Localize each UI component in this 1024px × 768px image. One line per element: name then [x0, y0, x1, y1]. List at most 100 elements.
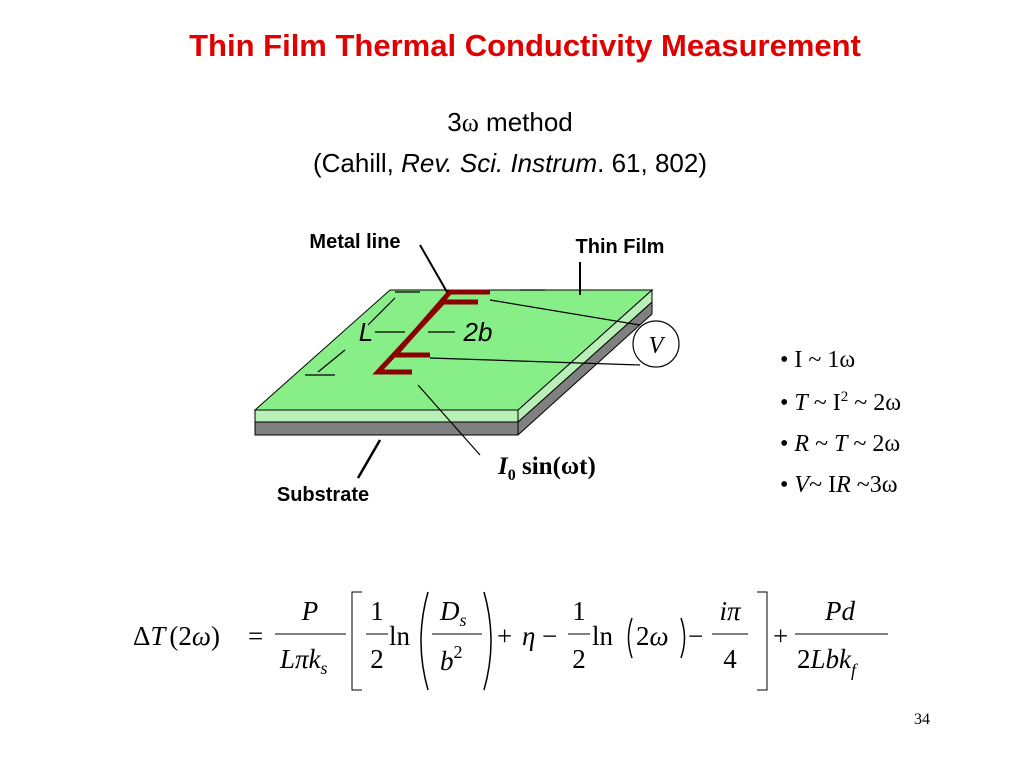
- eq-den: Lπks: [279, 644, 328, 678]
- text: s: [460, 610, 467, 630]
- bracket: [351, 591, 362, 691]
- wire: [489, 299, 641, 326]
- text: ω: [882, 472, 898, 498]
- paren: [680, 617, 686, 659]
- eq-den: 2: [572, 644, 586, 674]
- eq-arg: 2ω: [636, 621, 669, 651]
- width-label: 2b: [463, 317, 493, 347]
- paren: [627, 617, 633, 659]
- text: (Cahill,: [313, 148, 401, 178]
- paren: [483, 591, 492, 691]
- subtitle-line1: 3ω method: [447, 107, 573, 137]
- equation: ΔT (2ω) = P Lπks 1 2 ln Ds b2 + η − 1 2 l…: [133, 591, 888, 691]
- text: (2: [169, 621, 192, 651]
- dim: [367, 297, 396, 326]
- text: ~ 2: [847, 431, 884, 457]
- text: T: [834, 431, 849, 457]
- text: ω: [561, 453, 579, 480]
- eq-op: +: [773, 621, 788, 651]
- text: . 61, 802): [597, 148, 707, 178]
- paren: [420, 591, 429, 691]
- text: T: [794, 390, 809, 416]
- text: ~ I: [809, 472, 836, 498]
- bullet-item: • T ~ I2 ~ 2ω: [780, 389, 901, 416]
- eq-den: b2: [440, 642, 463, 676]
- bullet: •: [780, 347, 788, 373]
- eq-den: 4: [723, 644, 737, 674]
- text: t): [579, 453, 596, 480]
- bullet-list: • I ~ 1ω • T ~ I2 ~ 2ω • R ~ T ~ 2ω • V~ IR …: [780, 347, 901, 498]
- wires: [305, 244, 641, 479]
- eq-eta: η: [522, 621, 535, 651]
- text: 0: [508, 467, 516, 484]
- text: ω: [885, 390, 901, 416]
- page-number: 34: [914, 711, 930, 728]
- text: f: [851, 660, 859, 680]
- dim: [317, 349, 346, 373]
- text: 2: [636, 621, 650, 651]
- eq-ln: ln: [389, 621, 411, 651]
- thin-film-label: Thin Film: [576, 236, 665, 258]
- title: Thin Film Thermal Conductivity Measureme…: [189, 28, 861, 63]
- text: s: [321, 658, 328, 678]
- metal-line: [372, 289, 490, 375]
- text: I: [497, 453, 509, 480]
- text: ~ I: [808, 390, 841, 416]
- eq-num: P: [301, 596, 319, 626]
- eq-num: Pd: [824, 596, 855, 626]
- text: ~3: [851, 472, 882, 498]
- bullet-item: • R ~ T ~ 2ω: [780, 431, 900, 457]
- text: Rev. Sci. Instrum: [401, 148, 597, 178]
- substrate-label: Substrate: [277, 484, 369, 506]
- metal-segment: [372, 299, 478, 375]
- wire: [429, 357, 641, 366]
- thin-film: [253, 289, 654, 411]
- eq-op: −: [688, 621, 703, 651]
- text: sin(: [516, 453, 561, 480]
- text: ω: [839, 347, 855, 373]
- length-label: L: [359, 317, 373, 347]
- bullet-item: • V~ IR ~3ω: [780, 472, 898, 498]
- subtitle-line2: (Cahill, Rev. Sci. Instrum. 61, 802): [313, 148, 707, 178]
- eq-num: 1: [572, 596, 586, 626]
- text: ω: [884, 431, 900, 457]
- text: ~ 2: [848, 390, 885, 416]
- text: ω: [650, 621, 669, 651]
- pointer: [356, 439, 382, 479]
- eq-num: 1: [370, 596, 384, 626]
- eq-den: 2: [370, 644, 384, 674]
- text: ω: [192, 621, 211, 651]
- bullet-item: • I ~ 1ω: [780, 347, 855, 373]
- eq-ln: ln: [592, 621, 614, 651]
- bullet: •: [780, 390, 788, 416]
- voltmeter-label: V: [649, 333, 666, 359]
- text: 2: [454, 642, 463, 662]
- text: 2: [841, 389, 849, 405]
- current-label: I0 sin(ωt): [497, 453, 596, 484]
- text: method: [479, 107, 573, 137]
- text: V: [794, 472, 811, 498]
- text: Lπk: [279, 644, 322, 674]
- bullet: •: [780, 431, 788, 457]
- text: Lbk: [810, 644, 853, 674]
- text: ): [211, 621, 220, 651]
- text: Δ: [133, 621, 150, 651]
- text: R: [835, 472, 851, 498]
- voltmeter: [632, 320, 680, 368]
- eq-op: −: [542, 621, 557, 651]
- eq-lines: [275, 591, 888, 691]
- eq-equals: =: [248, 621, 263, 651]
- bracket: [757, 591, 768, 691]
- text: 3: [447, 107, 461, 137]
- text: I ~ 1: [794, 347, 839, 373]
- eq-den: 2Lbkf: [797, 644, 859, 680]
- pointer: [419, 244, 448, 293]
- text: b: [440, 646, 454, 676]
- text: R: [793, 431, 809, 457]
- metal-line-label: Metal line: [309, 231, 400, 253]
- bullet: •: [780, 472, 788, 498]
- eq-lhs: ΔT (2ω): [133, 621, 220, 651]
- text: ω: [462, 108, 479, 137]
- pointer: [417, 384, 481, 456]
